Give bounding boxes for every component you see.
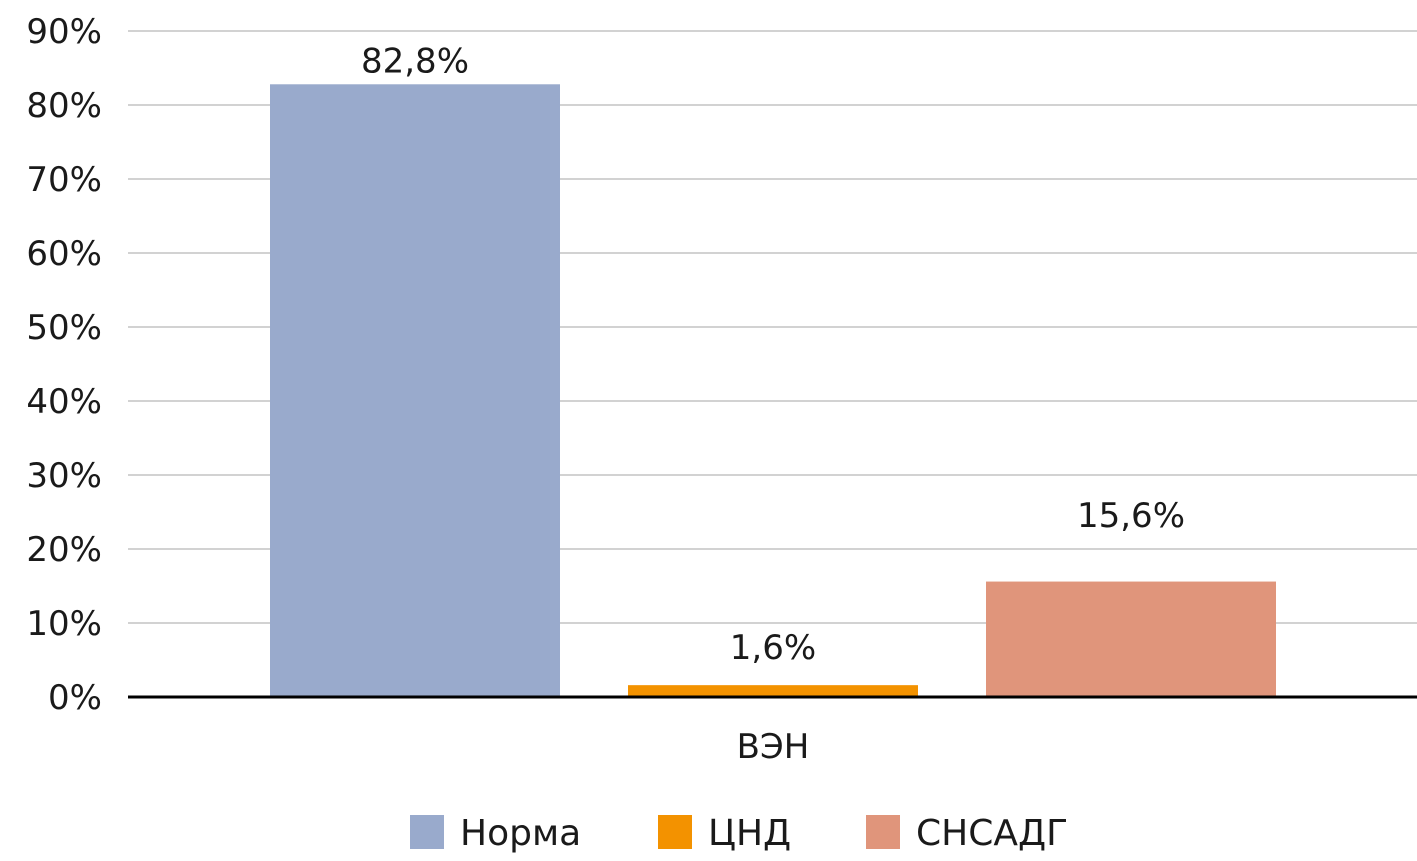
y-axis-tick-labels: 0% 10% 20% 30% 40% 50% 60% 70% 80% 90% (26, 12, 102, 718)
data-label: 82,8% (361, 41, 469, 81)
legend: Норма ЦНД СНСАДГ (410, 813, 1068, 854)
y-tick-label: 30% (26, 456, 102, 496)
bars (270, 84, 1276, 697)
y-tick-label: 80% (26, 86, 102, 126)
data-label: 15,6% (1077, 496, 1185, 536)
bar (986, 581, 1276, 697)
y-tick-label: 90% (26, 12, 102, 52)
legend-swatch (410, 815, 444, 849)
legend-swatch (658, 815, 692, 849)
y-tick-label: 60% (26, 234, 102, 274)
data-labels: 82,8% 1,6% 15,6% (361, 41, 1185, 668)
x-axis-category-label: ВЭН (737, 727, 810, 767)
y-tick-label: 70% (26, 160, 102, 200)
y-tick-label: 50% (26, 308, 102, 348)
y-tick-label: 40% (26, 382, 102, 422)
legend-swatch (866, 815, 900, 849)
legend-label: СНСАДГ (916, 813, 1068, 854)
y-tick-label: 10% (26, 604, 102, 644)
data-label: 1,6% (730, 628, 816, 668)
y-tick-label: 0% (48, 678, 102, 718)
legend-label: ЦНД (708, 813, 791, 854)
bar (628, 685, 918, 697)
bar (270, 84, 560, 697)
y-tick-label: 20% (26, 530, 102, 570)
legend-label: Норма (460, 813, 581, 854)
